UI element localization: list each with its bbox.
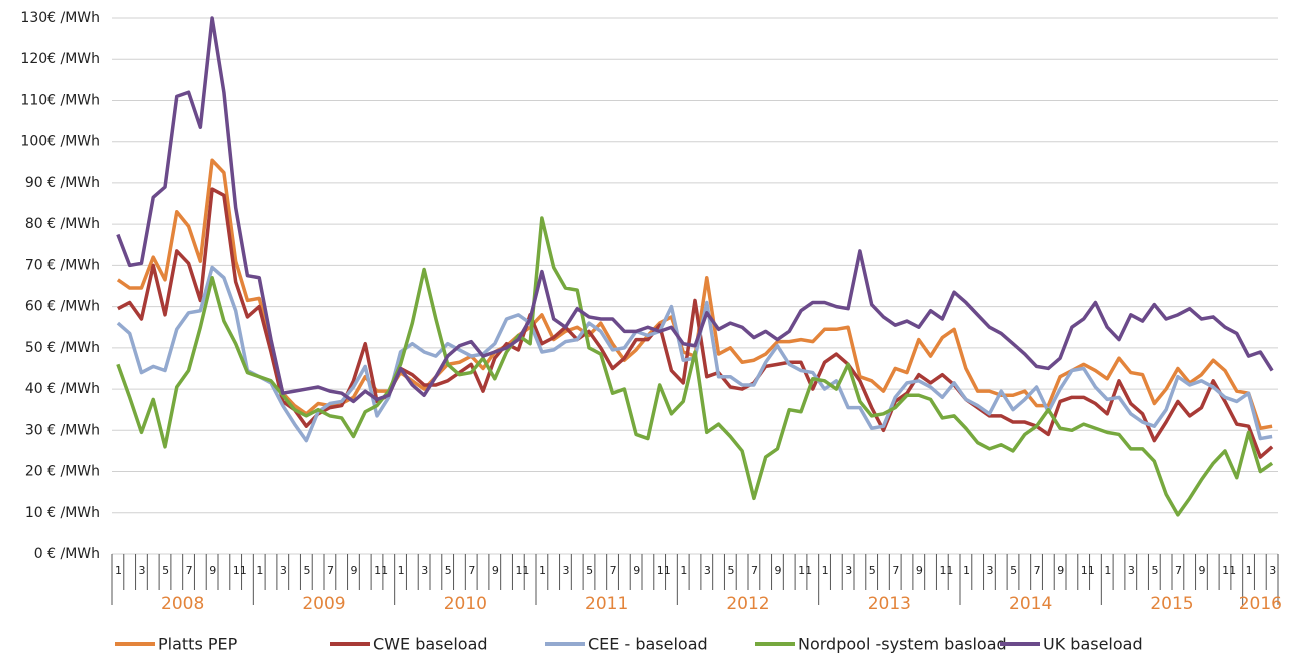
y-tick-label: 70 € /MWh <box>25 257 100 273</box>
month-label: 1 <box>256 564 263 577</box>
month-label: 9 <box>351 564 358 577</box>
month-label: 5 <box>162 564 169 577</box>
month-label: 9 <box>916 564 923 577</box>
y-tick-label: 130€ /MWh <box>20 10 100 26</box>
month-label: 11 <box>1222 564 1236 577</box>
month-label: 11 <box>1081 564 1095 577</box>
month-label: 3 <box>845 564 852 577</box>
legend-label: Nordpool -system basload <box>798 635 1007 654</box>
series-line <box>117 187 1274 459</box>
month-label: 11 <box>657 564 671 577</box>
year-label: 2011 <box>585 594 628 614</box>
y-tick-label: 40 € /MWh <box>25 381 100 397</box>
month-label: 11 <box>233 564 247 577</box>
y-tick-label: 50 € /MWh <box>25 340 100 356</box>
month-label: 9 <box>1057 564 1064 577</box>
y-tick-label: 60 € /MWh <box>25 299 100 315</box>
legend-label: Platts PEP <box>158 635 238 654</box>
year-label: 2015 <box>1150 594 1193 614</box>
year-label: 2014 <box>1009 594 1052 614</box>
month-label: 1 <box>963 564 970 577</box>
month-label: 1 <box>398 564 405 577</box>
month-label: 9 <box>492 564 499 577</box>
month-label: 3 <box>1269 564 1276 577</box>
month-label: 11 <box>939 564 953 577</box>
month-label: 7 <box>610 564 617 577</box>
month-label: 5 <box>869 564 876 577</box>
month-label: 11 <box>374 564 388 577</box>
month-label: 5 <box>303 564 310 577</box>
month-label: 5 <box>445 564 452 577</box>
month-label: 5 <box>1010 564 1017 577</box>
year-label: 2013 <box>868 594 911 614</box>
month-label: 11 <box>798 564 812 577</box>
month-label: 1 <box>1246 564 1253 577</box>
month-label: 1 <box>822 564 829 577</box>
month-label: 7 <box>892 564 899 577</box>
month-label: 3 <box>139 564 146 577</box>
month-label: 3 <box>563 564 570 577</box>
month-label: 5 <box>586 564 593 577</box>
legend-label: CWE baseload <box>373 635 488 654</box>
month-label: 1 <box>1104 564 1111 577</box>
month-label: 1 <box>680 564 687 577</box>
series-line <box>116 158 1273 430</box>
year-label: 2008 <box>161 594 204 614</box>
y-tick-label: 10 € /MWh <box>25 505 100 521</box>
y-tick-label: 90 € /MWh <box>25 175 100 191</box>
y-tick-label: 0 € /MWh <box>34 546 100 562</box>
legend-label: UK baseload <box>1043 635 1143 654</box>
year-label: 2012 <box>726 594 769 614</box>
month-label: 3 <box>1128 564 1135 577</box>
month-label: 7 <box>1175 564 1182 577</box>
month-label: 3 <box>280 564 287 577</box>
month-label: 7 <box>1034 564 1041 577</box>
month-label: 7 <box>468 564 475 577</box>
y-tick-label: 80 € /MWh <box>25 216 100 232</box>
month-label: 1 <box>115 564 122 577</box>
month-label: 9 <box>1199 564 1206 577</box>
month-label: 7 <box>327 564 334 577</box>
month-label: 3 <box>421 564 428 577</box>
month-label: 1 <box>539 564 546 577</box>
year-label: 2009 <box>302 594 345 614</box>
y-tick-label: 120€ /MWh <box>20 51 100 67</box>
month-label: 5 <box>727 564 734 577</box>
month-label: 9 <box>633 564 640 577</box>
month-label: 11 <box>515 564 529 577</box>
month-label: 3 <box>987 564 994 577</box>
series-line <box>116 216 1274 517</box>
y-tick-label: 30 € /MWh <box>25 422 100 438</box>
y-tick-label: 100€ /MWh <box>20 134 100 150</box>
month-label: 9 <box>209 564 216 577</box>
year-label: 2016 <box>1239 594 1282 614</box>
month-label: 7 <box>186 564 193 577</box>
month-label: 3 <box>704 564 711 577</box>
y-tick-label: 20 € /MWh <box>25 464 100 480</box>
year-label: 2010 <box>444 594 487 614</box>
month-label: 5 <box>1151 564 1158 577</box>
legend-label: CEE - baseload <box>588 635 708 654</box>
y-tick-label: 110€ /MWh <box>20 92 100 108</box>
month-label: 7 <box>751 564 758 577</box>
month-label: 9 <box>775 564 782 577</box>
series-line <box>116 16 1274 404</box>
